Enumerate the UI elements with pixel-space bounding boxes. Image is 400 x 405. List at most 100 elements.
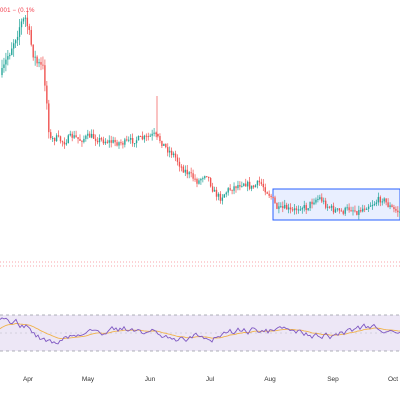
- candle-body: [96, 140, 99, 143]
- candle-body: [83, 138, 85, 143]
- candle-body: [209, 178, 212, 187]
- candle-body: [13, 43, 15, 49]
- candle-body: [114, 139, 116, 143]
- candle-body: [274, 197, 276, 203]
- candle-body: [110, 140, 112, 143]
- candle-body: [124, 139, 126, 145]
- candle-body: [268, 193, 270, 196]
- candle-body: [67, 135, 69, 144]
- candle-body: [81, 140, 83, 143]
- candle-body: [77, 137, 79, 139]
- candle-body: [55, 135, 58, 142]
- candle-body: [233, 186, 235, 191]
- candle-body: [264, 187, 266, 193]
- candle-body: [40, 62, 42, 65]
- candle-body: [169, 150, 171, 153]
- price-pane: [0, 11, 400, 267]
- indicator-line: [0, 317, 400, 345]
- candle-body: [145, 135, 147, 137]
- candle-body: [89, 133, 91, 138]
- candle-body: [235, 186, 237, 189]
- candle-body: [172, 153, 175, 156]
- candle-body: [389, 205, 391, 208]
- candle-body: [375, 202, 378, 204]
- candle-body: [92, 133, 95, 139]
- x-tick-label: May: [82, 376, 95, 383]
- candle-body: [26, 17, 29, 27]
- candle-body: [211, 186, 214, 192]
- candle-body: [130, 138, 132, 140]
- candle-body: [344, 207, 346, 214]
- candle-body: [167, 147, 169, 153]
- time-axis: Apr May Jun Jul Aug Sep Oct: [23, 376, 398, 383]
- candle-body: [30, 29, 32, 45]
- candle-body: [397, 210, 399, 213]
- candle-body: [1, 68, 3, 75]
- candle-body: [286, 204, 288, 210]
- candle-body: [348, 207, 350, 211]
- candle-body: [163, 143, 165, 146]
- candle-body: [367, 206, 370, 209]
- candle-body: [44, 65, 46, 86]
- candle-body: [170, 150, 173, 156]
- candle-body: [100, 138, 103, 140]
- candle-body: [153, 132, 155, 134]
- candle-body: [215, 189, 218, 197]
- candle-body: [204, 176, 206, 179]
- candle-body: [243, 183, 245, 186]
- candle-body: [395, 209, 397, 211]
- candle-body: [176, 157, 179, 162]
- x-tick-label: Sep: [327, 376, 339, 383]
- candle-body: [223, 194, 225, 198]
- candle-body: [178, 161, 181, 167]
- candle-body: [18, 27, 21, 37]
- candle-body: [208, 176, 210, 179]
- candle-body: [250, 185, 253, 189]
- candle-body: [383, 198, 385, 202]
- candle-body: [91, 133, 93, 138]
- candle-body: [299, 209, 302, 211]
- candle-body: [317, 198, 319, 200]
- candle-body: [102, 139, 105, 144]
- candle-body: [194, 178, 196, 180]
- candle-body: [291, 209, 294, 211]
- candle-body: [159, 136, 161, 141]
- candle-body: [120, 142, 122, 144]
- candle-body: [373, 203, 376, 206]
- candle-body: [229, 188, 231, 190]
- candle-body: [293, 208, 296, 211]
- candle-body: [34, 56, 36, 58]
- candle-body: [213, 189, 216, 192]
- candle-body: [356, 211, 358, 215]
- candle-body: [61, 141, 64, 143]
- candle-body: [50, 132, 52, 138]
- candle-body: [128, 139, 130, 141]
- candle-body: [350, 210, 352, 212]
- candle-body: [266, 192, 268, 194]
- candle-body: [332, 205, 335, 213]
- candle-body: [301, 208, 303, 210]
- candle-body: [371, 205, 374, 207]
- candle-body: [85, 135, 87, 139]
- candle-body: [135, 140, 138, 144]
- x-tick-label: Aug: [264, 376, 276, 383]
- candle-body: [104, 141, 107, 144]
- candle-body: [157, 134, 159, 137]
- candle-body: [379, 196, 381, 203]
- candle-body: [36, 56, 38, 64]
- candle-body: [225, 192, 227, 195]
- candle-body: [79, 138, 81, 141]
- candle-body: [190, 172, 192, 174]
- candle-body: [180, 166, 183, 168]
- candle-body: [391, 205, 393, 208]
- candle-body: [63, 141, 66, 145]
- candle-body: [112, 139, 114, 143]
- candle-body: [202, 178, 204, 180]
- x-tick-label: Jun: [145, 376, 156, 383]
- candle-body: [309, 201, 311, 209]
- candle-body: [9, 54, 11, 57]
- candle-body: [305, 205, 307, 211]
- candle-body: [280, 206, 282, 208]
